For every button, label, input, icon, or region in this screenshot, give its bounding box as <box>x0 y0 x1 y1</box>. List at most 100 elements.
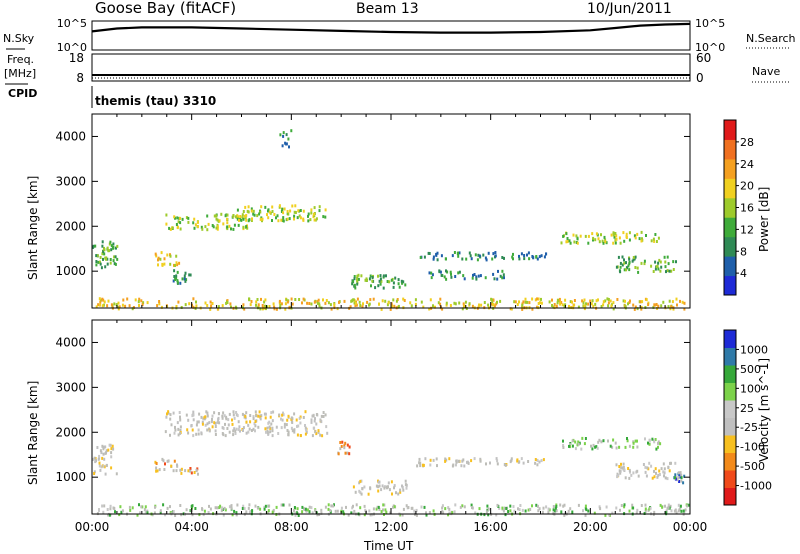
power-cell <box>271 210 274 213</box>
power-cell <box>246 226 249 230</box>
velocity-cell <box>383 503 386 507</box>
velocity-cell <box>267 511 270 515</box>
velocity-cell <box>189 509 192 513</box>
power-cell <box>589 299 592 303</box>
velocity-cell <box>218 421 221 425</box>
velocity-cell <box>225 417 228 421</box>
velocity-cell <box>568 444 570 448</box>
velocity-cell <box>119 505 122 509</box>
power-cell <box>539 301 542 305</box>
power-cell <box>581 299 584 303</box>
velocity-cell <box>234 429 237 433</box>
velocity-cell <box>213 411 216 415</box>
velocity-cell <box>248 427 251 431</box>
power-cell <box>103 300 106 304</box>
power-cell <box>261 304 264 307</box>
power-cell <box>669 307 672 311</box>
power-cell <box>595 232 598 236</box>
power-cell <box>469 254 472 258</box>
power-cell <box>473 273 476 276</box>
velocity-cell <box>112 506 115 510</box>
power-colorbar-swatch <box>724 197 736 218</box>
velocity-cell <box>319 433 322 437</box>
x-tick-label: 04:00 <box>174 520 209 534</box>
velocity-cell <box>648 461 651 465</box>
velocity-cell <box>294 511 297 515</box>
velocity-cell <box>264 427 267 431</box>
power-cell <box>429 298 432 302</box>
velocity-cell <box>447 513 450 517</box>
velocity-cell <box>110 451 113 455</box>
power-cell <box>207 222 210 226</box>
velocity-cell <box>308 510 311 514</box>
velocity-cell <box>509 509 512 513</box>
power-cell <box>252 209 255 213</box>
velocity-cell <box>121 509 124 513</box>
power-cell <box>583 307 586 311</box>
power-cell <box>102 303 105 307</box>
velocity-cell <box>654 438 657 441</box>
power-cell <box>439 270 442 274</box>
power-cell <box>201 227 204 231</box>
power-cell <box>299 209 302 212</box>
power-cell <box>464 300 467 304</box>
velocity-cell <box>563 513 566 517</box>
power-cell <box>313 206 316 210</box>
power-cell <box>243 214 246 218</box>
velocity-cell <box>630 473 633 477</box>
power-cell <box>634 266 637 269</box>
velocity-cell <box>259 507 262 511</box>
power-cell <box>193 217 196 221</box>
power-cell <box>666 255 669 259</box>
velocity-cell <box>645 474 648 478</box>
velocity-cell <box>487 507 490 511</box>
velocity-cell <box>154 505 156 509</box>
velocity-cell <box>634 439 637 443</box>
velocity-cell <box>552 511 555 515</box>
power-cell <box>185 216 188 220</box>
velocity-cell <box>256 506 259 510</box>
velocity-cell <box>99 468 102 472</box>
power-cell <box>156 304 159 308</box>
power-cell <box>458 270 461 274</box>
power-cell <box>294 298 297 301</box>
power-cell <box>362 302 364 306</box>
power-cell <box>176 279 179 283</box>
power-cell <box>354 304 357 307</box>
velocity-cell <box>314 417 316 421</box>
velocity-cell <box>483 513 486 517</box>
velocity-cell <box>382 503 385 507</box>
velocity-cell <box>611 445 614 449</box>
velocity-cell <box>254 410 257 414</box>
velocity-cell <box>169 413 172 417</box>
velocity-cell <box>545 505 548 509</box>
velocity-cell <box>174 425 176 429</box>
velocity-cell <box>577 440 580 444</box>
power-cell <box>217 305 220 309</box>
velocity-cell <box>221 508 224 511</box>
velocity-cell <box>305 428 308 432</box>
power-cell <box>358 300 361 304</box>
velocity-cell <box>448 507 451 511</box>
power-cell <box>582 304 585 308</box>
power-background <box>92 114 690 308</box>
power-cell <box>456 251 459 255</box>
velocity-cell <box>402 488 405 492</box>
velocity-cell <box>674 461 677 465</box>
power-cell <box>255 303 257 307</box>
power-cell <box>226 217 229 221</box>
velocity-cell <box>581 436 584 440</box>
velocity-cell <box>563 503 566 507</box>
velocity-cell <box>627 467 630 470</box>
power-cell <box>655 265 658 269</box>
velocity-cell <box>177 427 180 431</box>
power-colorbar-swatch <box>724 256 736 277</box>
power-cell <box>158 300 161 303</box>
velocity-cell <box>224 422 226 426</box>
velocity-cell <box>271 419 274 423</box>
power-cell <box>250 209 253 213</box>
power-cell <box>188 273 191 277</box>
power-cell <box>316 301 319 305</box>
velocity-cell <box>235 513 238 517</box>
power-cell <box>551 298 553 302</box>
